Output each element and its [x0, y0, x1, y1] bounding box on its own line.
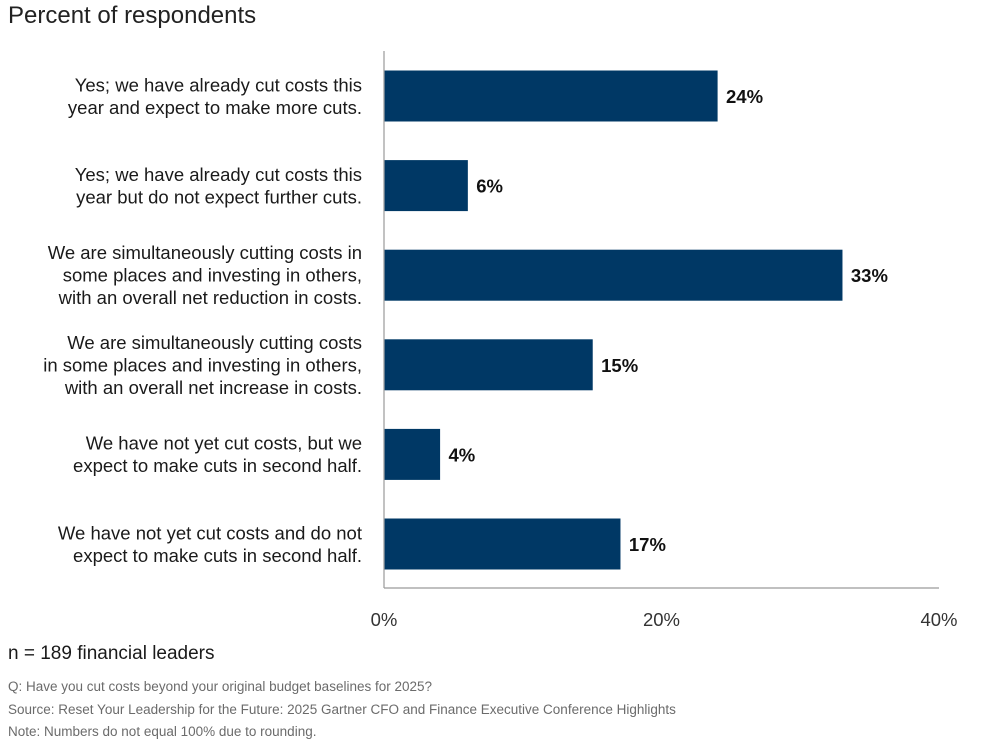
- category-label: We have not yet cut costs, but we expect …: [73, 433, 362, 477]
- value-label: 15%: [601, 355, 638, 376]
- value-label: 33%: [851, 265, 888, 286]
- category-label-line: with an overall net reduction in costs.: [58, 287, 362, 308]
- chart-title: Percent of respondents: [8, 2, 257, 29]
- category-label-line: in some places and investing in others,: [43, 354, 362, 375]
- bar: [384, 70, 718, 122]
- category-label-line: year but do not expect further cuts.: [76, 186, 362, 207]
- bar: [384, 518, 621, 570]
- x-tick-label: 20%: [643, 609, 680, 630]
- value-label: 24%: [726, 86, 763, 107]
- bar: [384, 339, 593, 391]
- value-label: 6%: [476, 176, 503, 197]
- x-tick-label: 0%: [371, 609, 398, 630]
- category-label-line: with an overall net increase in costs.: [64, 377, 362, 398]
- category-label: We are simultaneously cutting costs in so…: [48, 242, 362, 308]
- category-label: Yes; we have already cut costs this year …: [75, 164, 362, 208]
- value-label: 17%: [629, 534, 666, 555]
- bar-chart: 0% 20% 40% 24% Yes; we have already cut cost…: [43, 51, 958, 630]
- category-label-line: some places and investing in others,: [63, 265, 362, 286]
- category-label-line: We are simultaneously cutting costs in: [48, 242, 362, 263]
- category-label-line: Yes; we have already cut costs this: [75, 164, 362, 185]
- category-label-line: year and expect to make more cuts.: [68, 97, 362, 118]
- category-label-line: We have not yet cut costs, but we: [86, 433, 362, 454]
- category-label-line: We have not yet cut costs and do not: [58, 522, 362, 543]
- category-label-line: expect to make cuts in second half.: [73, 545, 362, 566]
- rounding-note: Note: Numbers do not equal 100% due to r…: [8, 724, 317, 739]
- value-label: 4%: [449, 444, 476, 465]
- bar: [384, 428, 441, 480]
- category-label: We have not yet cut costs and do not expe…: [58, 522, 362, 566]
- sample-size: n = 189 financial leaders: [8, 643, 215, 664]
- category-label-line: Yes; we have already cut costs this: [75, 74, 362, 95]
- category-label: Yes; we have already cut costs this year …: [68, 74, 362, 118]
- bar: [384, 160, 468, 212]
- category-label-line: expect to make cuts in second half.: [73, 455, 362, 476]
- bar: [384, 249, 843, 301]
- category-label: We are simultaneously cutting costs in so…: [43, 332, 362, 398]
- source-note: Source: Reset Your Leadership for the Fu…: [8, 702, 676, 717]
- x-tick-label: 40%: [920, 609, 957, 630]
- category-label-line: We are simultaneously cutting costs: [67, 332, 362, 353]
- question-note: Q: Have you cut costs beyond your origin…: [8, 679, 433, 694]
